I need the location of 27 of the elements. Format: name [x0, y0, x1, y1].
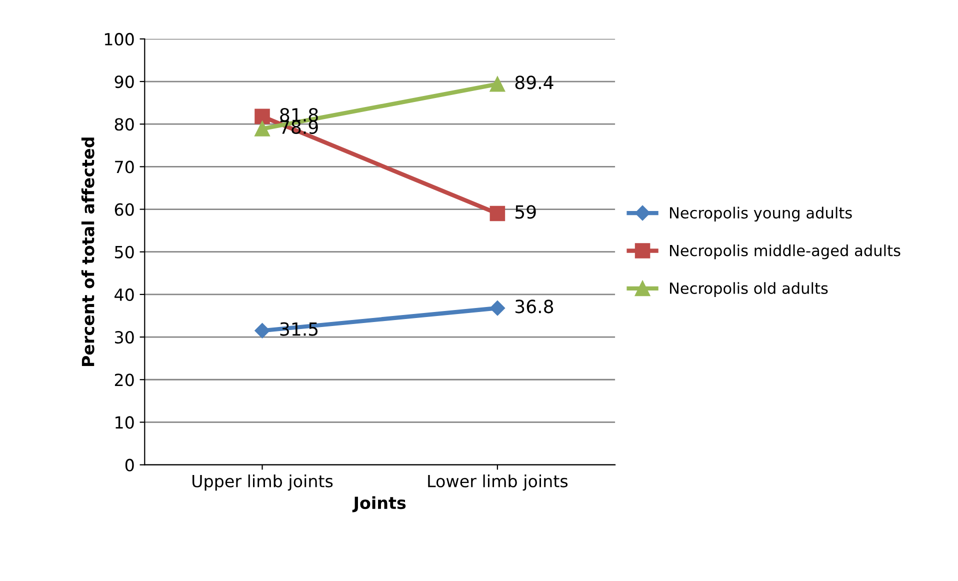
x-tick-label: Lower limb joints: [428, 474, 568, 491]
point: [254, 323, 270, 338]
data-label: 59: [516, 205, 536, 219]
point: [490, 300, 506, 316]
legend-label: Necropolis middle-aged adults: [670, 244, 900, 260]
legend-label: Necropolis young adults: [670, 206, 852, 222]
y-tick-label: 10: [116, 416, 134, 429]
y-tick-label: 100: [104, 32, 134, 46]
data-label: 36.8: [515, 300, 554, 314]
y-tick-label: 30: [115, 331, 134, 344]
y-tick-label: 0: [125, 458, 134, 472]
x-axis-title: Joints: [352, 496, 406, 512]
point: [490, 206, 506, 222]
point: [254, 121, 270, 136]
y-tick-label: 80: [114, 118, 134, 131]
y-tick-label: 20: [114, 374, 134, 386]
point: [254, 108, 270, 124]
point: [490, 76, 506, 92]
x-tick-label: Upper limb joints: [192, 474, 333, 491]
legend-label: Necropolis old adults: [670, 282, 828, 297]
y-tick-label: 40: [114, 288, 134, 302]
y-tick-label: 60: [114, 203, 134, 216]
y-tick-label: 70: [115, 160, 134, 174]
y-tick-label: 50: [115, 246, 134, 258]
y-tick-label: 90: [114, 75, 134, 88]
data-label: 89.4: [515, 76, 554, 90]
y-axis-title: Percent of total affected: [81, 138, 94, 366]
